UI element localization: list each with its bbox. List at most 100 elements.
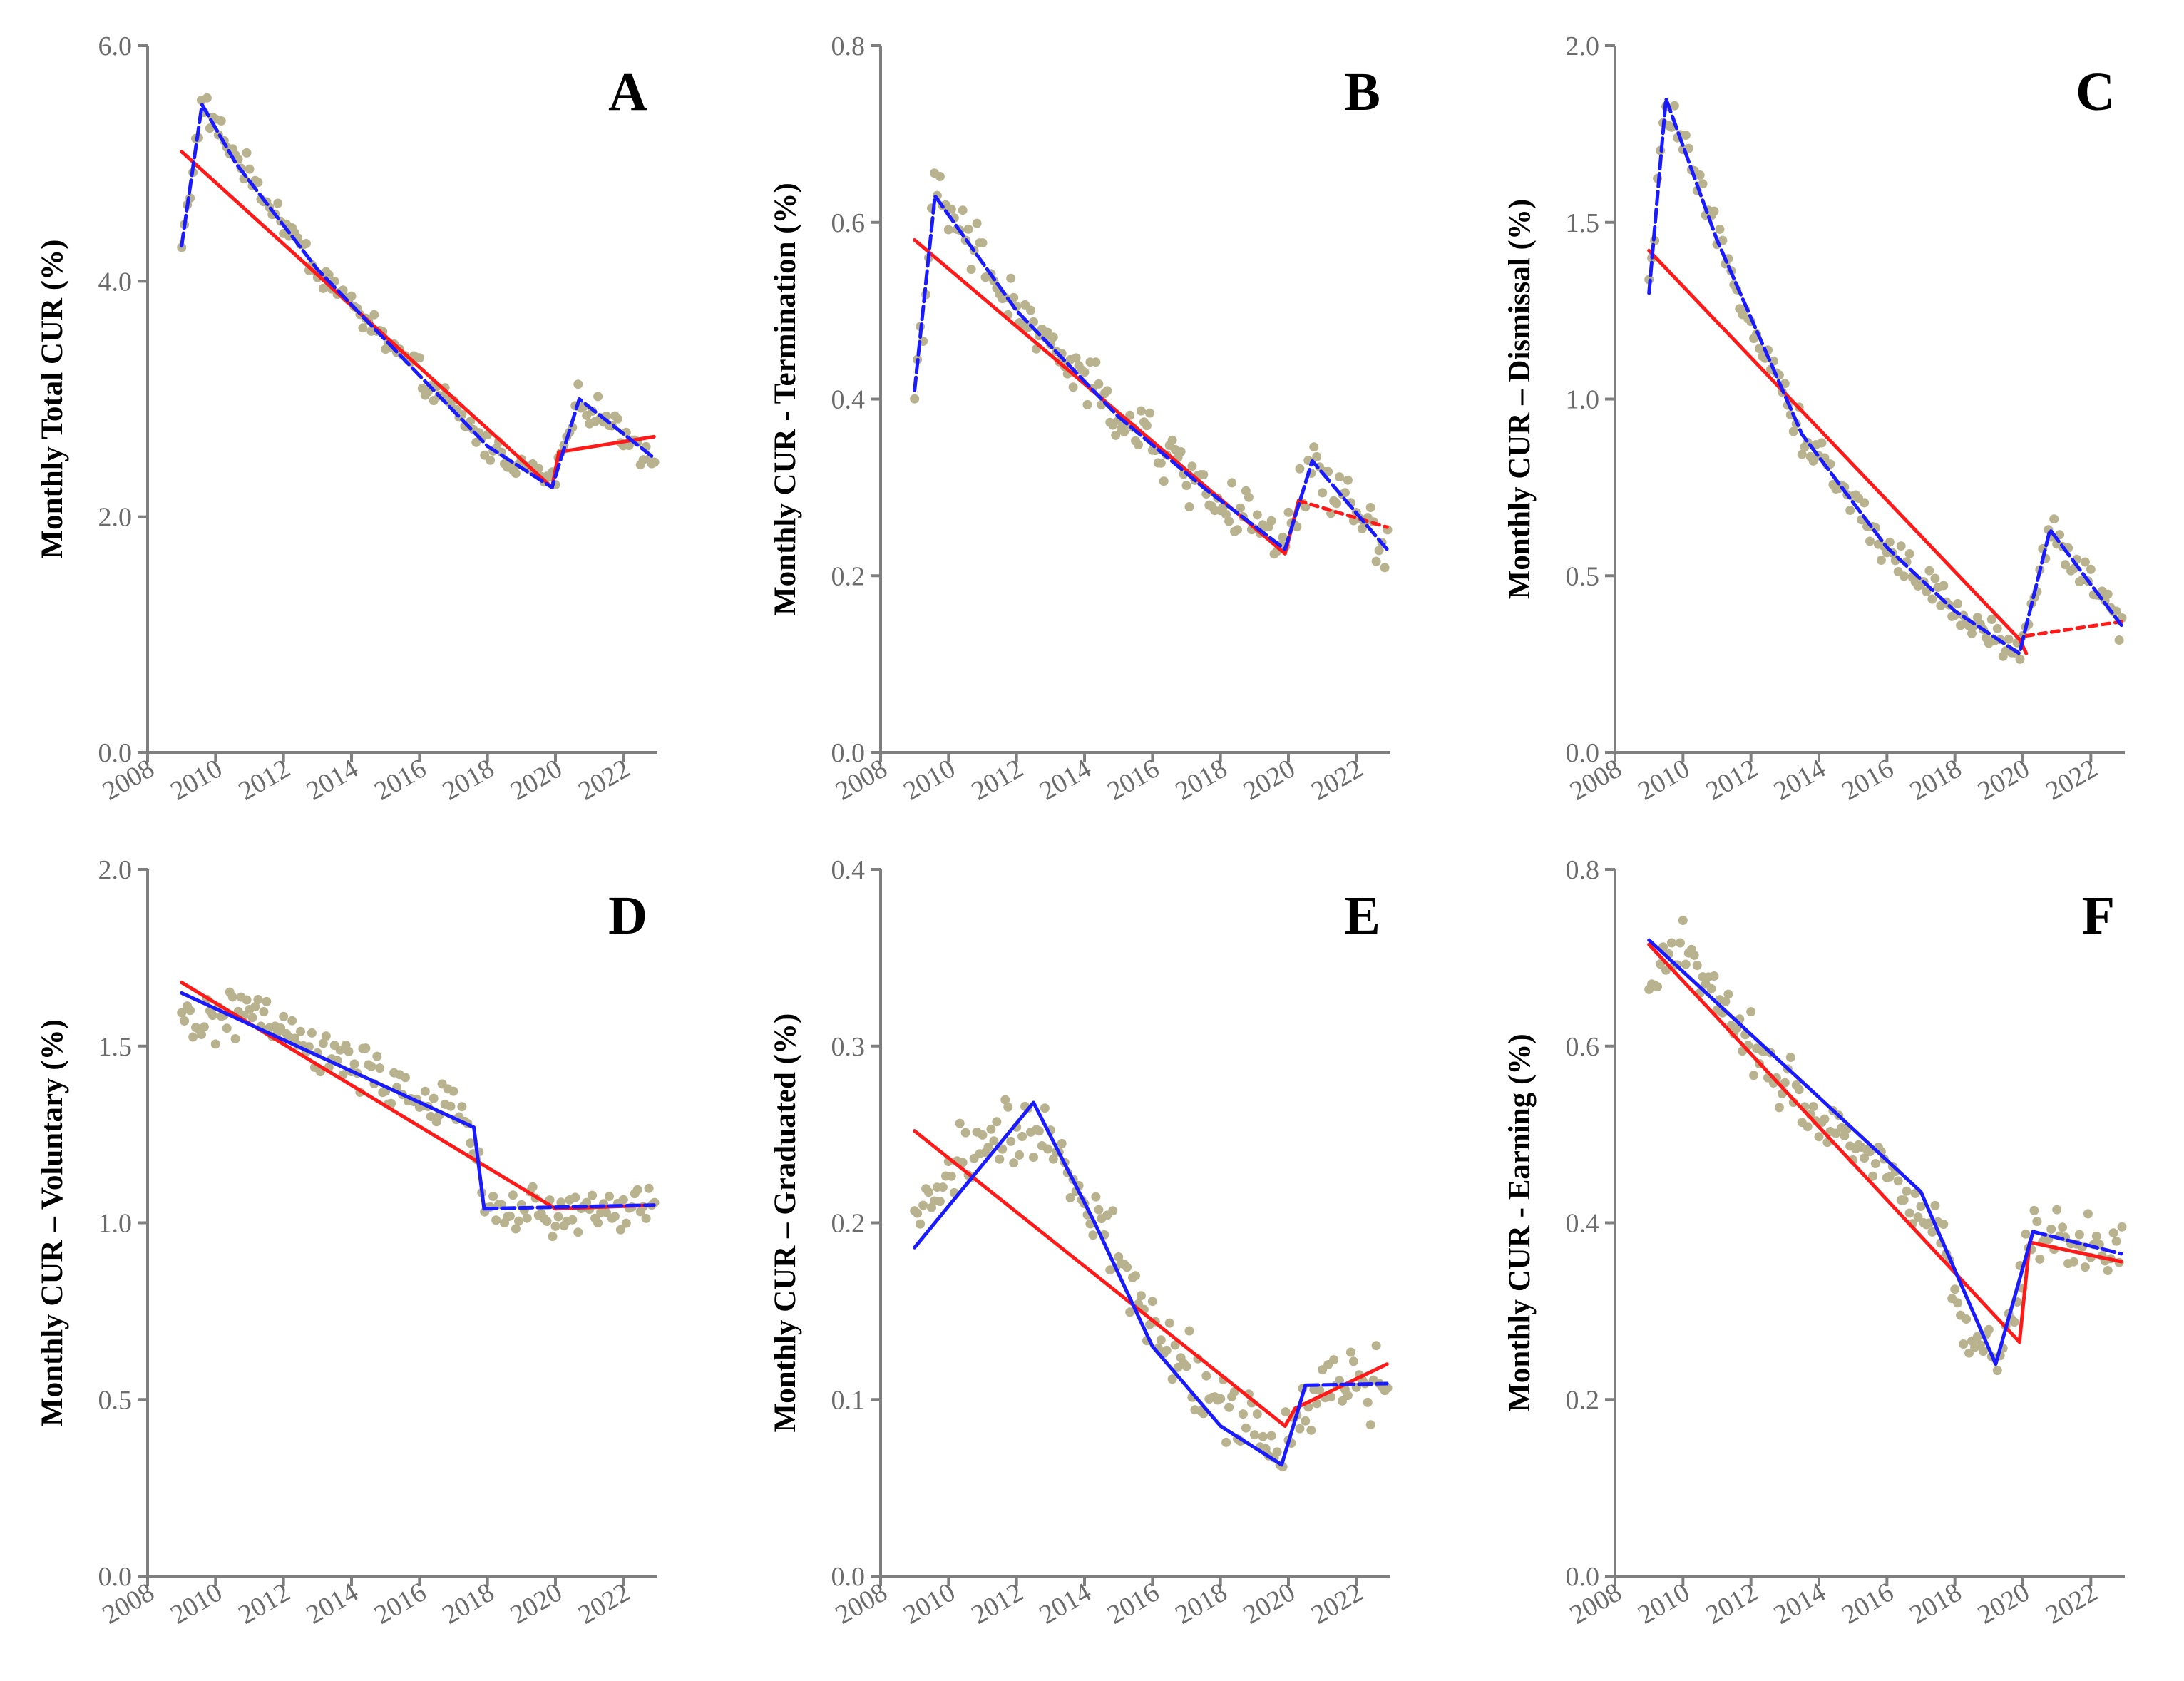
- data-point: [375, 1063, 385, 1073]
- red-fit-dashed-segment: [2024, 620, 2123, 638]
- data-point: [1681, 131, 1691, 140]
- y-tick-label: 4.0: [98, 267, 133, 297]
- data-point: [1709, 206, 1719, 216]
- data-point: [1006, 1136, 1016, 1146]
- red-fit-segment: [913, 1129, 1287, 1428]
- y-tick-label: 0.0: [831, 1562, 866, 1592]
- data-point: [1227, 478, 1237, 488]
- panel-letter: A: [608, 62, 647, 122]
- data-point: [1371, 556, 1381, 566]
- y-tick-label: 0.4: [831, 385, 866, 415]
- data-point: [466, 1138, 476, 1148]
- data-point: [1363, 1397, 1373, 1407]
- data-point: [199, 1022, 209, 1032]
- data-point: [414, 353, 424, 363]
- y-tick-label: 0.2: [831, 561, 866, 591]
- data-point: [593, 392, 603, 402]
- data-point: [1678, 916, 1688, 925]
- data-point: [511, 469, 521, 479]
- data-point: [1278, 532, 1288, 542]
- data-point: [913, 1208, 923, 1218]
- data-point: [966, 265, 976, 275]
- data-point: [1312, 451, 1322, 461]
- y-tick-label: 0.8: [831, 31, 866, 61]
- data-point: [1088, 1230, 1098, 1240]
- data-point: [1048, 1154, 1058, 1164]
- data-point: [924, 1187, 933, 1197]
- data-point: [488, 1191, 498, 1201]
- data-point: [1922, 587, 1932, 596]
- blue-fit-line: [913, 1100, 1308, 1467]
- data-point: [1249, 1430, 1259, 1440]
- data-point: [1241, 1423, 1251, 1433]
- y-tick-label: 1.5: [1566, 208, 1600, 238]
- data-point: [573, 1227, 583, 1237]
- data-point: [1803, 1122, 1813, 1132]
- y-tick-label: 0.5: [1566, 561, 1600, 591]
- data-point: [1181, 1361, 1191, 1371]
- data-point: [1715, 224, 1725, 234]
- data-point: [2058, 1222, 2068, 1232]
- data-point: [1026, 305, 1035, 315]
- data-point: [1009, 292, 1019, 302]
- data-point: [177, 1008, 187, 1018]
- data-point: [508, 1190, 518, 1200]
- data-point: [528, 1182, 538, 1192]
- panel-letter: F: [2082, 886, 2115, 946]
- data-point: [650, 457, 660, 467]
- data-point: [1870, 1159, 1880, 1168]
- y-tick-label: 0.2: [1566, 1385, 1600, 1415]
- data-point: [1893, 1176, 1903, 1186]
- y-tick-label: 0.6: [831, 208, 866, 238]
- data-point: [1794, 1085, 1804, 1095]
- data-point: [1927, 1227, 1937, 1237]
- data-point: [2086, 564, 2096, 574]
- data-point: [230, 1034, 240, 1043]
- y-tick-label: 0.6: [1566, 1032, 1600, 1062]
- data-point: [1669, 101, 1679, 111]
- data-point: [1006, 273, 1016, 283]
- data-point: [1348, 1356, 1358, 1366]
- data-point: [1122, 1262, 1132, 1272]
- data-point: [188, 1032, 198, 1042]
- blue-fit-dashed-line: [913, 194, 1389, 551]
- data-point: [1927, 594, 1937, 604]
- data-point: [1082, 399, 1092, 409]
- data-point: [1675, 938, 1685, 948]
- data-point: [1695, 170, 1705, 180]
- y-tick-label: 0.2: [831, 1209, 866, 1239]
- data-point: [553, 1212, 563, 1222]
- blue-fit-line: [180, 991, 486, 1211]
- data-point: [615, 1225, 625, 1235]
- data-point: [242, 148, 252, 158]
- data-point: [573, 379, 583, 389]
- data-point: [1065, 1192, 1075, 1202]
- data-point: [361, 1043, 371, 1053]
- data-point: [1718, 235, 1728, 245]
- data-point: [1301, 1416, 1311, 1426]
- data-point: [1868, 1171, 1877, 1181]
- data-point: [276, 1023, 286, 1033]
- data-point: [1281, 1407, 1291, 1417]
- y-axis-title: Monthly CUR – Voluntary (%): [36, 1019, 69, 1426]
- data-point: [1156, 1335, 1166, 1345]
- data-point: [1930, 573, 1940, 583]
- data-point: [548, 1232, 558, 1242]
- data-point: [1080, 367, 1090, 377]
- data-point: [1094, 379, 1104, 389]
- data-point: [943, 225, 953, 235]
- data-point: [960, 1128, 970, 1138]
- data-point: [1164, 1318, 1174, 1328]
- data-point: [2049, 514, 2059, 524]
- y-tick-label: 2.0: [98, 503, 133, 533]
- y-tick-label: 0.0: [98, 738, 133, 768]
- red-fit-segment: [2017, 1240, 2032, 1344]
- y-tick-label: 0.0: [98, 1562, 133, 1592]
- data-point: [1184, 502, 1194, 511]
- y-tick-label: 0.0: [1566, 738, 1600, 768]
- data-point: [1295, 464, 1305, 474]
- data-point: [1343, 1391, 1353, 1401]
- data-point: [1015, 1150, 1025, 1160]
- data-point: [1187, 461, 1197, 471]
- data-point: [1091, 1192, 1101, 1202]
